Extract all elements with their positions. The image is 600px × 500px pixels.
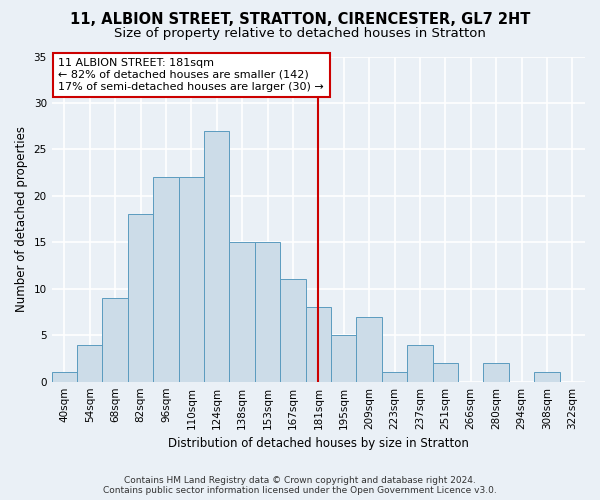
Bar <box>407 344 433 382</box>
Text: 11, ALBION STREET, STRATTON, CIRENCESTER, GL7 2HT: 11, ALBION STREET, STRATTON, CIRENCESTER… <box>70 12 530 28</box>
Bar <box>179 178 204 382</box>
X-axis label: Distribution of detached houses by size in Stratton: Distribution of detached houses by size … <box>168 437 469 450</box>
Bar <box>305 308 331 382</box>
Bar <box>52 372 77 382</box>
Bar <box>484 363 509 382</box>
Bar <box>280 280 305 382</box>
Bar <box>382 372 407 382</box>
Bar <box>153 178 179 382</box>
Bar <box>204 131 229 382</box>
Y-axis label: Number of detached properties: Number of detached properties <box>15 126 28 312</box>
Bar <box>255 242 280 382</box>
Bar <box>331 335 356 382</box>
Bar <box>229 242 255 382</box>
Bar <box>356 316 382 382</box>
Bar <box>77 344 103 382</box>
Bar <box>433 363 458 382</box>
Text: Size of property relative to detached houses in Stratton: Size of property relative to detached ho… <box>114 28 486 40</box>
Bar <box>534 372 560 382</box>
Bar <box>103 298 128 382</box>
Text: 11 ALBION STREET: 181sqm
← 82% of detached houses are smaller (142)
17% of semi-: 11 ALBION STREET: 181sqm ← 82% of detach… <box>58 58 324 92</box>
Text: Contains HM Land Registry data © Crown copyright and database right 2024.
Contai: Contains HM Land Registry data © Crown c… <box>103 476 497 495</box>
Bar <box>128 214 153 382</box>
